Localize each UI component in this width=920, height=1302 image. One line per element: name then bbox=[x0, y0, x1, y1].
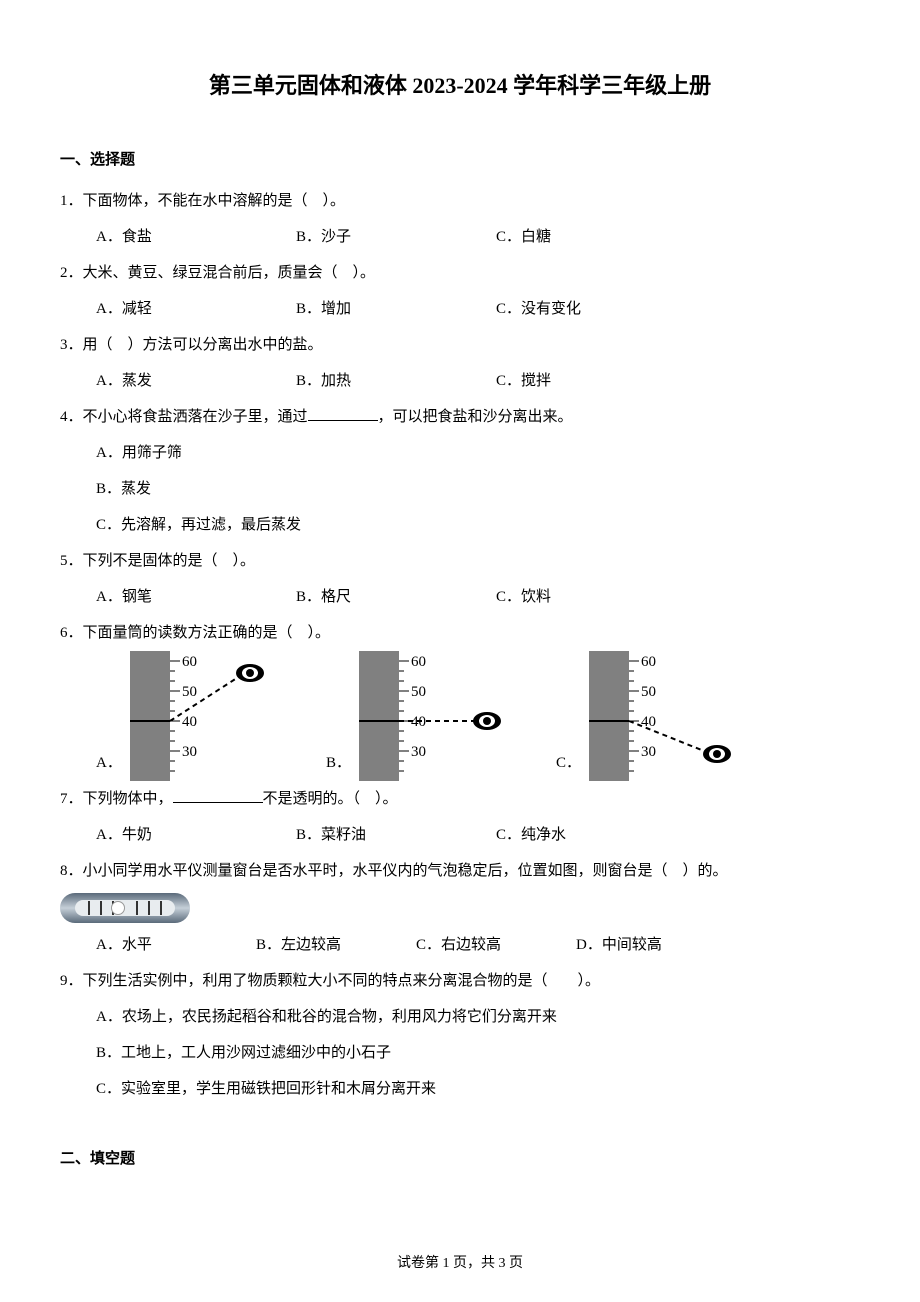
q4-opt-c: C．先溶解，再过滤，最后蒸发 bbox=[96, 507, 860, 543]
q1-opt-a: A．食盐 bbox=[96, 219, 296, 255]
q6-b-label: B． bbox=[326, 745, 351, 781]
q7-pre: 7．下列物体中， bbox=[60, 791, 173, 807]
q3-options: A．蒸发 B．加热 C．搅拌 bbox=[96, 363, 860, 399]
svg-text:60: 60 bbox=[182, 654, 197, 670]
q4-opt-a: A．用筛子筛 bbox=[96, 435, 860, 471]
question-1: 1．下面物体，不能在水中溶解的是（ ）。 A．食盐 B．沙子 C．白糖 bbox=[60, 183, 860, 255]
q7-opt-a: A．牛奶 bbox=[96, 817, 296, 853]
svg-text:60: 60 bbox=[411, 654, 426, 670]
q4-options: A．用筛子筛 B．蒸发 C．先溶解，再过滤，最后蒸发 bbox=[96, 435, 860, 543]
question-7: 7．下列物体中， 不是透明的。（ ）。 A．牛奶 B．菜籽油 C．纯净水 bbox=[60, 781, 860, 853]
q9-opt-c: C．实验室里，学生用磁铁把回形针和木屑分离开来 bbox=[96, 1071, 860, 1107]
q6-options: A． 60 50 40 30 bbox=[96, 651, 860, 781]
q4-text: 4．不小心将食盐洒落在沙子里，通过 ，可以把食盐和沙分离出来。 bbox=[60, 399, 860, 435]
q7-opt-b: B．菜籽油 bbox=[296, 817, 496, 853]
q1-text: 1．下面物体，不能在水中溶解的是（ ）。 bbox=[60, 183, 860, 219]
q5-opt-c: C．饮料 bbox=[496, 579, 696, 615]
question-4: 4．不小心将食盐洒落在沙子里，通过 ，可以把食盐和沙分离出来。 A．用筛子筛 B．… bbox=[60, 399, 860, 543]
svg-text:40: 40 bbox=[182, 714, 197, 730]
q1-opt-b: B．沙子 bbox=[296, 219, 496, 255]
q9-opt-b: B．工地上，工人用沙网过滤细沙中的小石子 bbox=[96, 1035, 860, 1071]
cylinder-c-svg: 60 50 40 30 bbox=[589, 651, 749, 781]
question-3: 3．用（ ）方法可以分离出水中的盐。 A．蒸发 B．加热 C．搅拌 bbox=[60, 327, 860, 399]
q6-c-label: C． bbox=[556, 745, 581, 781]
svg-text:40: 40 bbox=[641, 714, 656, 730]
svg-text:60: 60 bbox=[641, 654, 656, 670]
q2-opt-c: C．没有变化 bbox=[496, 291, 696, 327]
q7-options: A．牛奶 B．菜籽油 C．纯净水 bbox=[96, 817, 860, 853]
page-footer: 试卷第 1 页，共 3 页 bbox=[0, 1252, 920, 1272]
section-1-header: 一、选择题 bbox=[60, 148, 860, 169]
cylinder-b-svg: 60 50 40 30 bbox=[359, 651, 519, 781]
q8-options: A．水平 B．左边较高 C．右边较高 D．中间较高 bbox=[96, 927, 860, 963]
q9-options: A．农场上，农民扬起稻谷和秕谷的混合物，利用风力将它们分离开来 B．工地上，工人… bbox=[96, 999, 860, 1107]
question-2: 2．大米、黄豆、绿豆混合前后，质量会（ ）。 A．减轻 B．增加 C．没有变化 bbox=[60, 255, 860, 327]
q8-text: 8．小小同学用水平仪测量窗台是否水平时，水平仪内的气泡稳定后，位置如图，则窗台是… bbox=[60, 853, 860, 889]
q2-opt-b: B．增加 bbox=[296, 291, 496, 327]
q8-opt-a: A．水平 bbox=[96, 927, 256, 963]
q6-a-label: A． bbox=[96, 745, 122, 781]
q1-options: A．食盐 B．沙子 C．白糖 bbox=[96, 219, 860, 255]
q2-text: 2．大米、黄豆、绿豆混合前后，质量会（ ）。 bbox=[60, 255, 860, 291]
q8-opt-b: B．左边较高 bbox=[256, 927, 416, 963]
q3-opt-a: A．蒸发 bbox=[96, 363, 296, 399]
q7-post: 不是透明的。（ ）。 bbox=[263, 791, 398, 807]
svg-text:50: 50 bbox=[641, 684, 656, 700]
q7-text: 7．下列物体中， 不是透明的。（ ）。 bbox=[60, 781, 860, 817]
q1-opt-c: C．白糖 bbox=[496, 219, 696, 255]
q6-b-diagram: 60 50 40 30 bbox=[359, 651, 519, 781]
question-9: 9．下列生活实例中，利用了物质颗粒大小不同的特点来分离混合物的是（ ）。 A．农… bbox=[60, 963, 860, 1107]
q6-c-diagram: 60 50 40 30 bbox=[589, 651, 749, 781]
q6-opt-c: C． 60 50 40 30 bbox=[556, 651, 776, 781]
q5-opt-b: B．格尺 bbox=[296, 579, 496, 615]
q5-opt-a: A．钢笔 bbox=[96, 579, 296, 615]
document-title: 第三单元固体和液体 2023-2024 学年科学三年级上册 bbox=[60, 68, 860, 100]
q9-opt-a: A．农场上，农民扬起稻谷和秕谷的混合物，利用风力将它们分离开来 bbox=[96, 999, 860, 1035]
spirit-level-diagram bbox=[60, 893, 190, 923]
q8-opt-d: D．中间较高 bbox=[576, 927, 736, 963]
svg-text:30: 30 bbox=[411, 744, 426, 760]
cylinder-a-svg: 60 50 40 30 bbox=[130, 651, 290, 781]
q6-a-diagram: 60 50 40 30 bbox=[130, 651, 290, 781]
svg-text:50: 50 bbox=[411, 684, 426, 700]
q6-text: 6．下面量筒的读数方法正确的是（ ）。 bbox=[60, 615, 860, 651]
question-5: 5．下列不是固体的是（ ）。 A．钢笔 B．格尺 C．饮料 bbox=[60, 543, 860, 615]
q6-opt-a: A． 60 50 40 30 bbox=[96, 651, 316, 781]
q3-text: 3．用（ ）方法可以分离出水中的盐。 bbox=[60, 327, 860, 363]
svg-text:50: 50 bbox=[182, 684, 197, 700]
q4-post: ，可以把食盐和沙分离出来。 bbox=[378, 409, 573, 425]
q7-blank bbox=[173, 789, 263, 803]
q5-text: 5．下列不是固体的是（ ）。 bbox=[60, 543, 860, 579]
q4-blank bbox=[308, 407, 378, 421]
q2-opt-a: A．减轻 bbox=[96, 291, 296, 327]
svg-text:30: 30 bbox=[641, 744, 656, 760]
q5-options: A．钢笔 B．格尺 C．饮料 bbox=[96, 579, 860, 615]
q3-opt-b: B．加热 bbox=[296, 363, 496, 399]
q3-opt-c: C．搅拌 bbox=[496, 363, 696, 399]
svg-text:30: 30 bbox=[182, 744, 197, 760]
q2-options: A．减轻 B．增加 C．没有变化 bbox=[96, 291, 860, 327]
q7-opt-c: C．纯净水 bbox=[496, 817, 696, 853]
q4-pre: 4．不小心将食盐洒落在沙子里，通过 bbox=[60, 409, 308, 425]
question-8: 8．小小同学用水平仪测量窗台是否水平时，水平仪内的气泡稳定后，位置如图，则窗台是… bbox=[60, 853, 860, 963]
q6-opt-b: B． 60 50 40 30 bbox=[326, 651, 546, 781]
q9-text: 9．下列生活实例中，利用了物质颗粒大小不同的特点来分离混合物的是（ ）。 bbox=[60, 963, 860, 999]
q8-opt-c: C．右边较高 bbox=[416, 927, 576, 963]
q4-opt-b: B．蒸发 bbox=[96, 471, 860, 507]
question-6: 6．下面量筒的读数方法正确的是（ ）。 A． 60 50 bbox=[60, 615, 860, 781]
section-2-header: 二、填空题 bbox=[60, 1147, 860, 1168]
